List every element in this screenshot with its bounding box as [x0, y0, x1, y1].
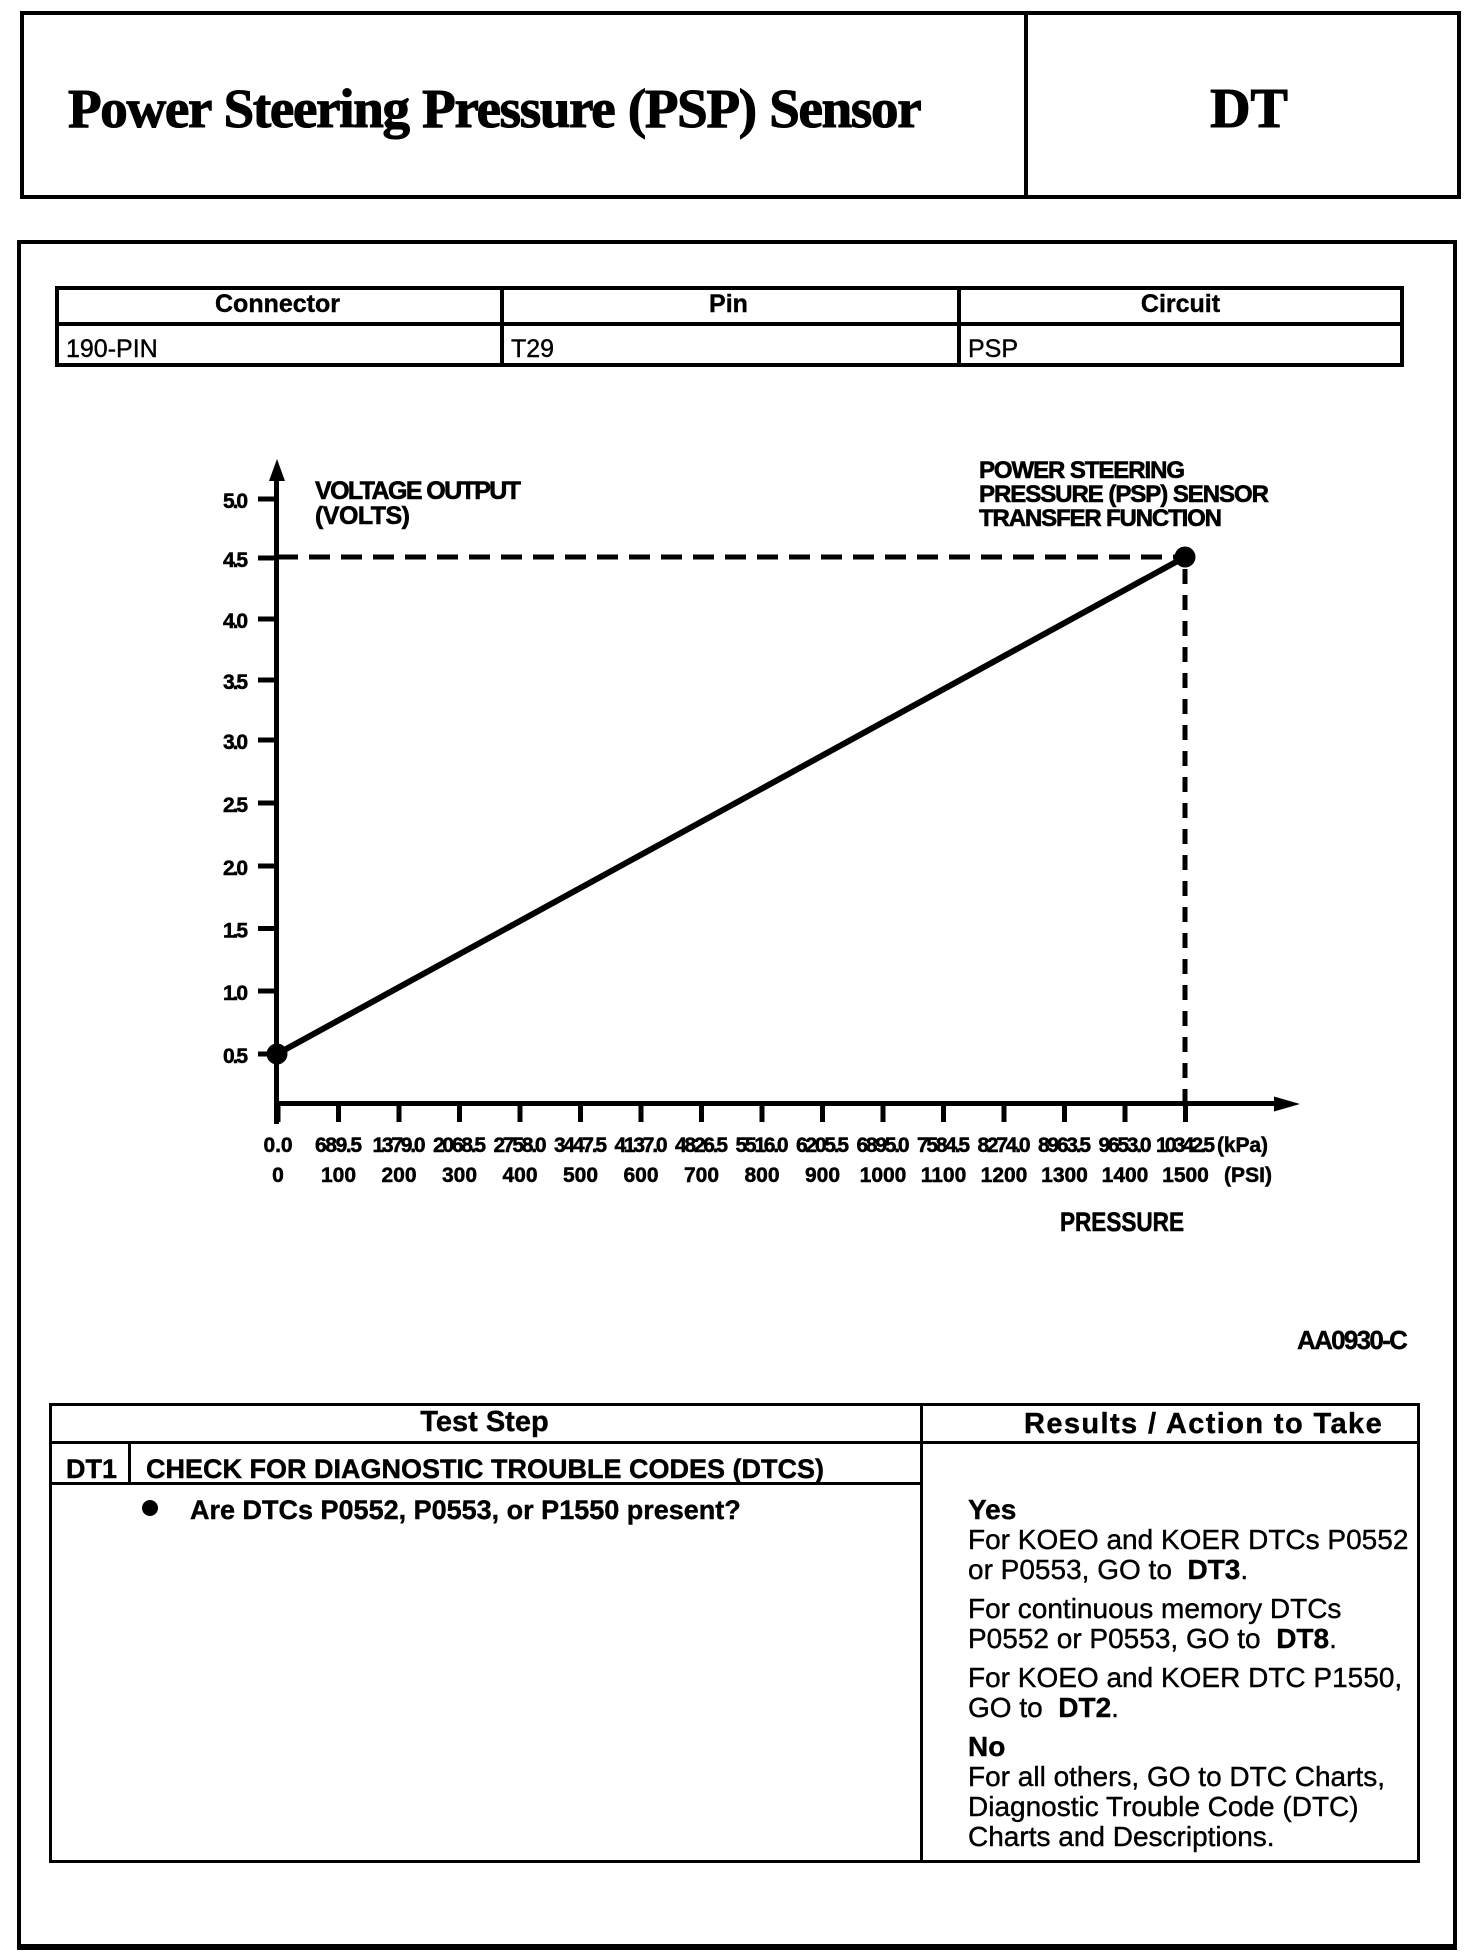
svg-text:1200: 1200	[981, 1164, 1028, 1187]
svg-text:7584.5: 7584.5	[917, 1134, 970, 1157]
svg-text:700: 700	[684, 1164, 719, 1187]
svg-text:3.5: 3.5	[223, 671, 248, 694]
svg-text:900: 900	[805, 1164, 840, 1187]
svg-text:(VOLTS): (VOLTS)	[315, 502, 410, 530]
svg-text:800: 800	[744, 1164, 779, 1187]
svg-text:200: 200	[381, 1164, 416, 1187]
svg-text:1500: 1500	[1162, 1164, 1209, 1187]
svg-text:VOLTAGE OUTPUT: VOLTAGE OUTPUT	[315, 477, 521, 505]
svg-text:POWER STEERING: POWER STEERING	[979, 457, 1185, 484]
svg-text:8963.5: 8963.5	[1038, 1134, 1091, 1157]
svg-text:4826.5: 4826.5	[675, 1134, 728, 1157]
svg-text:300: 300	[442, 1164, 477, 1187]
svg-text:1.0: 1.0	[223, 982, 248, 1005]
svg-text:TRANSFER FUNCTION: TRANSFER FUNCTION	[979, 505, 1222, 532]
svg-text:0: 0	[272, 1164, 284, 1187]
svg-text:0.5: 0.5	[223, 1045, 248, 1068]
svg-text:600: 600	[623, 1164, 658, 1187]
svg-text:4137.0: 4137.0	[615, 1134, 668, 1157]
svg-text:400: 400	[502, 1164, 537, 1187]
svg-text:2758.0: 2758.0	[494, 1134, 547, 1157]
svg-text:0.0: 0.0	[264, 1134, 293, 1157]
svg-text:1.5: 1.5	[223, 920, 248, 943]
svg-text:2.0: 2.0	[223, 857, 248, 880]
svg-text:6895.0: 6895.0	[857, 1134, 910, 1157]
svg-text:500: 500	[563, 1164, 598, 1187]
svg-text:4.0: 4.0	[223, 610, 248, 633]
svg-text:689.5: 689.5	[315, 1134, 362, 1157]
svg-text:1100: 1100	[921, 1164, 967, 1187]
svg-text:10342.5: 10342.5	[1156, 1134, 1215, 1157]
svg-text:(PSI): (PSI)	[1224, 1164, 1272, 1187]
svg-text:100: 100	[321, 1164, 356, 1187]
svg-text:4.5: 4.5	[223, 549, 248, 572]
svg-text:9653.0: 9653.0	[1099, 1134, 1152, 1157]
svg-text:3.0: 3.0	[223, 731, 248, 754]
svg-text:PRESSURE (PSP) SENSOR: PRESSURE (PSP) SENSOR	[979, 481, 1269, 508]
svg-text:PRESSURE: PRESSURE	[1060, 1207, 1184, 1237]
svg-text:5.0: 5.0	[223, 490, 248, 513]
svg-text:1000: 1000	[860, 1164, 907, 1187]
svg-text:2.5: 2.5	[223, 794, 248, 817]
svg-text:5516.0: 5516.0	[736, 1134, 789, 1157]
svg-text:1300: 1300	[1041, 1164, 1088, 1187]
svg-text:8274.0: 8274.0	[978, 1134, 1031, 1157]
svg-text:2068.5: 2068.5	[433, 1134, 486, 1157]
svg-text:1400: 1400	[1102, 1164, 1149, 1187]
svg-text:1379.0: 1379.0	[373, 1134, 426, 1157]
svg-text:6205.5: 6205.5	[796, 1134, 849, 1157]
svg-text:(kPa): (kPa)	[1217, 1134, 1268, 1157]
svg-text:3447.5: 3447.5	[554, 1134, 607, 1157]
